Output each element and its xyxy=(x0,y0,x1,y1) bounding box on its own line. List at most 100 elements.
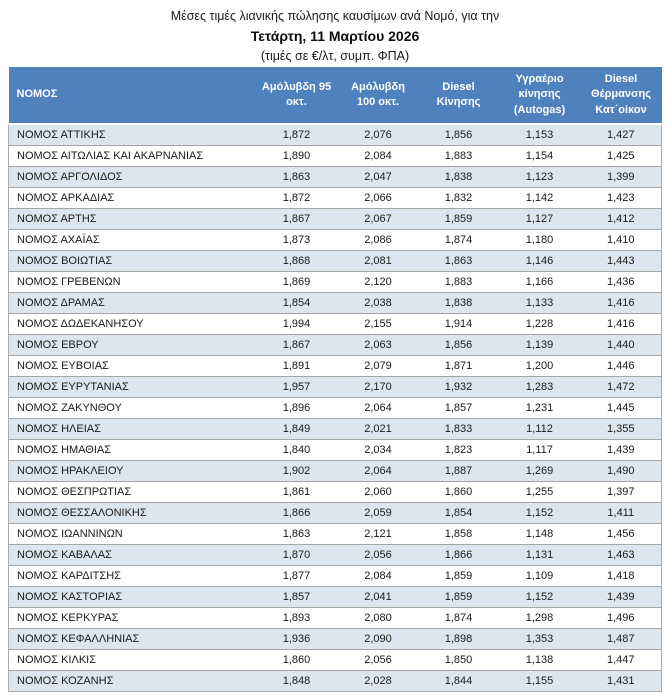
prefecture-name: ΝΟΜΟΣ ΑΧΑΪΑΣ xyxy=(8,229,256,251)
price-cell: 1,138 xyxy=(498,649,581,671)
price-cell: 1,180 xyxy=(498,229,581,251)
price-cell: 1,133 xyxy=(498,292,581,314)
price-cell: 2,084 xyxy=(337,145,419,167)
price-cell: 1,397 xyxy=(580,481,662,503)
price-cell: 1,858 xyxy=(418,523,499,545)
price-cell: 1,416 xyxy=(580,313,662,335)
table-header: ΝΟΜΟΣ Αμόλυβδη 95 οκτ. Αμόλυβδη 100 οκτ.… xyxy=(8,67,662,125)
price-cell: 1,870 xyxy=(255,544,338,566)
price-cell: 1,871 xyxy=(418,355,499,377)
price-cell: 1,887 xyxy=(418,460,499,482)
price-cell: 2,079 xyxy=(337,355,419,377)
price-cell: 1,867 xyxy=(255,208,338,230)
table-row: ΝΟΜΟΣ ΙΩΑΝΝΙΝΩΝ 1,863 2,121 1,858 1,148 1,456 xyxy=(8,523,662,545)
price-cell: 1,893 xyxy=(255,607,338,629)
price-cell: 1,152 xyxy=(498,586,581,608)
prefecture-name: ΝΟΜΟΣ ΖΑΚΥΝΘΟΥ xyxy=(8,397,256,419)
header-row: ΝΟΜΟΣ Αμόλυβδη 95 οκτ. Αμόλυβδη 100 οκτ.… xyxy=(8,67,662,125)
table-row: ΝΟΜΟΣ ΑΡΤΗΣ 1,867 2,067 1,859 1,127 1,412 xyxy=(8,208,662,230)
price-cell: 1,840 xyxy=(255,439,338,461)
prefecture-name: ΝΟΜΟΣ ΕΒΡΟΥ xyxy=(8,334,256,356)
price-cell: 1,399 xyxy=(580,166,662,188)
price-cell: 1,117 xyxy=(498,439,581,461)
price-cell: 1,823 xyxy=(418,439,499,461)
prefecture-name: ΝΟΜΟΣ ΑΡΚΑΔΙΑΣ xyxy=(8,187,256,209)
price-cell: 1,447 xyxy=(580,649,662,671)
price-cell: 1,496 xyxy=(580,607,662,629)
price-cell: 1,872 xyxy=(255,124,338,146)
price-cell: 1,863 xyxy=(255,166,338,188)
price-cell: 1,439 xyxy=(580,586,662,608)
price-cell: 1,298 xyxy=(498,607,581,629)
table-row: ΝΟΜΟΣ ΚΑΣΤΟΡΙΑΣ 1,857 2,041 1,859 1,152 1,439 xyxy=(8,586,662,608)
price-cell: 1,425 xyxy=(580,145,662,167)
price-cell: 1,854 xyxy=(255,292,338,314)
price-cell: 1,932 xyxy=(418,376,499,398)
price-cell: 2,060 xyxy=(337,481,419,503)
price-cell: 1,868 xyxy=(255,250,338,272)
price-cell: 1,859 xyxy=(418,565,499,587)
price-cell: 1,874 xyxy=(418,607,499,629)
price-cell: 1,456 xyxy=(580,523,662,545)
price-cell: 1,856 xyxy=(418,124,499,146)
price-cell: 1,832 xyxy=(418,187,499,209)
price-cell: 1,487 xyxy=(580,628,662,650)
price-cell: 1,155 xyxy=(498,670,581,692)
report-date: Τετάρτη, 11 Μαρτίου 2026 xyxy=(250,28,420,44)
price-cell: 2,086 xyxy=(337,229,419,251)
table-row: ΝΟΜΟΣ ΚΙΛΚΙΣ 1,860 2,056 1,850 1,138 1,447 xyxy=(8,649,662,671)
price-cell: 1,863 xyxy=(418,250,499,272)
table-row: ΝΟΜΟΣ ΑΧΑΪΑΣ 1,873 2,086 1,874 1,180 1,410 xyxy=(8,229,662,251)
table-row: ΝΟΜΟΣ ΕΥΒΟΙΑΣ 1,891 2,079 1,871 1,200 1,446 xyxy=(8,355,662,377)
table-row: ΝΟΜΟΣ ΚΕΡΚΥΡΑΣ 1,893 2,080 1,874 1,298 1,496 xyxy=(8,607,662,629)
table-row: ΝΟΜΟΣ ΓΡΕΒΕΝΩΝ 1,869 2,120 1,883 1,166 1,436 xyxy=(8,271,662,293)
price-cell: 1,416 xyxy=(580,292,662,314)
price-cell: 1,439 xyxy=(580,439,662,461)
price-cell: 1,255 xyxy=(498,481,581,503)
table-row: ΝΟΜΟΣ ΔΩΔΕΚΑΝΗΣΟΥ 1,994 2,155 1,914 1,228 1,4… xyxy=(8,313,662,335)
price-cell: 1,994 xyxy=(255,313,338,335)
prefecture-name: ΝΟΜΟΣ ΑΡΓΟΛΙΔΟΣ xyxy=(8,166,256,188)
column-header-unleaded-100: Αμόλυβδη 100 οκτ. xyxy=(337,67,419,125)
price-cell: 2,047 xyxy=(337,166,419,188)
price-cell: 2,056 xyxy=(337,544,419,566)
price-cell: 1,472 xyxy=(580,376,662,398)
price-cell: 1,857 xyxy=(418,397,499,419)
price-cell: 1,411 xyxy=(580,502,662,524)
price-cell: 1,146 xyxy=(498,250,581,272)
price-cell: 1,849 xyxy=(255,418,338,440)
prefecture-name: ΝΟΜΟΣ ΚΟΖΑΝΗΣ xyxy=(8,670,256,692)
price-cell: 2,121 xyxy=(337,523,419,545)
price-cell: 1,127 xyxy=(498,208,581,230)
price-cell: 1,861 xyxy=(255,481,338,503)
page-title: Μέσες τιμές λιανικής πώλησης καυσίμων αν… xyxy=(170,9,500,23)
prefecture-name: ΝΟΜΟΣ ΑΡΤΗΣ xyxy=(8,208,256,230)
price-cell: 1,957 xyxy=(255,376,338,398)
fuel-price-table: ΝΟΜΟΣ Αμόλυβδη 95 οκτ. Αμόλυβδη 100 οκτ.… xyxy=(8,67,662,692)
column-header-heating-diesel: Diesel Θέρμανσης Κατ΄οίκον xyxy=(580,67,662,125)
price-cell: 2,066 xyxy=(337,187,419,209)
price-cell: 1,446 xyxy=(580,355,662,377)
price-cell: 1,874 xyxy=(418,229,499,251)
price-cell: 1,427 xyxy=(580,124,662,146)
prefecture-name: ΝΟΜΟΣ ΕΥΒΟΙΑΣ xyxy=(8,355,256,377)
prefecture-name: ΝΟΜΟΣ ΑΙΤΩΛΙΑΣ ΚΑΙ ΑΚΑΡΝΑΝΙΑΣ xyxy=(8,145,256,167)
price-cell: 1,838 xyxy=(418,292,499,314)
price-cell: 1,867 xyxy=(255,334,338,356)
price-cell: 1,200 xyxy=(498,355,581,377)
prefecture-name: ΝΟΜΟΣ ΗΛΕΙΑΣ xyxy=(8,418,256,440)
price-cell: 2,034 xyxy=(337,439,419,461)
price-cell: 1,228 xyxy=(498,313,581,335)
prefecture-name: ΝΟΜΟΣ ΙΩΑΝΝΙΝΩΝ xyxy=(8,523,256,545)
price-cell: 2,084 xyxy=(337,565,419,587)
prefecture-name: ΝΟΜΟΣ ΓΡΕΒΕΝΩΝ xyxy=(8,271,256,293)
price-cell: 2,064 xyxy=(337,460,419,482)
price-cell: 1,142 xyxy=(498,187,581,209)
price-cell: 1,896 xyxy=(255,397,338,419)
price-cell: 2,038 xyxy=(337,292,419,314)
price-cell: 1,873 xyxy=(255,229,338,251)
prefecture-name: ΝΟΜΟΣ ΔΩΔΕΚΑΝΗΣΟΥ xyxy=(8,313,256,335)
column-header-nomos: ΝΟΜΟΣ xyxy=(8,67,256,125)
prefecture-name: ΝΟΜΟΣ ΚΑΣΤΟΡΙΑΣ xyxy=(8,586,256,608)
price-cell: 1,436 xyxy=(580,271,662,293)
